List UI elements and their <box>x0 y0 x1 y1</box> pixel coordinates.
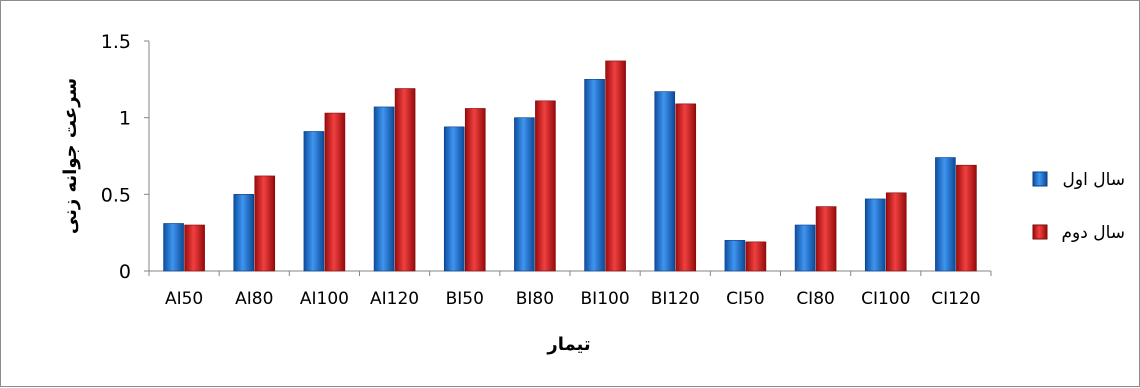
x-tick-label: AI120 <box>370 289 419 309</box>
bar-second-year-bi120 <box>675 103 697 272</box>
bar-first-year-ai100 <box>303 131 325 272</box>
x-tick-label: BI100 <box>581 289 630 309</box>
bar-second-year-ci80 <box>815 206 837 272</box>
bar-second-year-ci100 <box>885 192 907 272</box>
x-tick-label: BI50 <box>446 289 484 309</box>
x-tick-label: CI120 <box>931 289 980 309</box>
bar-second-year-ai120 <box>394 88 416 272</box>
legend-swatch-second-year <box>1032 224 1048 240</box>
bar-second-year-ci50 <box>745 241 767 272</box>
x-axis-title: تیمار <box>546 334 590 355</box>
bar-second-year-ai50 <box>184 224 205 272</box>
bar-first-year-ci120 <box>935 157 956 272</box>
bar-first-year-bi100 <box>584 79 605 272</box>
x-tick-label: BI80 <box>516 289 554 309</box>
y-tick-label: 0 <box>119 261 131 283</box>
legend-label-first-year: سال اول <box>1063 170 1125 190</box>
x-tick-label: CI100 <box>861 289 910 309</box>
legend-swatch-first-year <box>1032 171 1048 187</box>
bar-first-year-bi120 <box>654 91 676 272</box>
x-tick-label: AI80 <box>235 289 273 309</box>
bar-first-year-bi50 <box>443 126 465 272</box>
x-tick-label: CI50 <box>726 289 765 309</box>
bar-first-year-ci100 <box>864 198 886 272</box>
bar-second-year-ai100 <box>324 112 346 272</box>
x-tick-label: AI100 <box>300 289 349 309</box>
bar-second-year-ci120 <box>956 164 977 272</box>
bar-second-year-bi100 <box>605 60 626 272</box>
y-tick-label: 1.5 <box>101 31 131 53</box>
bar-first-year-ci50 <box>724 240 746 272</box>
x-tick-label: BI120 <box>651 289 700 309</box>
x-tick-label: AI50 <box>165 289 203 309</box>
bar-first-year-ai120 <box>373 106 395 272</box>
x-tick-label: CI80 <box>796 289 835 309</box>
legend: سال اول سال دوم <box>1032 170 1125 243</box>
legend-label-second-year: سال دوم <box>1062 223 1125 243</box>
bar-second-year-ai80 <box>254 175 276 272</box>
bar-first-year-ai50 <box>163 223 184 272</box>
y-tick-label: 1 <box>119 108 131 130</box>
bar-first-year-bi80 <box>514 117 535 272</box>
bar-first-year-ci80 <box>794 224 816 272</box>
y-tick-label: 0.5 <box>101 184 131 206</box>
bar-second-year-bi50 <box>464 108 486 272</box>
y-axis-title: سرعت جوانه زنی <box>60 78 81 234</box>
bar-first-year-ai80 <box>233 194 255 272</box>
bar-second-year-bi80 <box>535 100 556 272</box>
